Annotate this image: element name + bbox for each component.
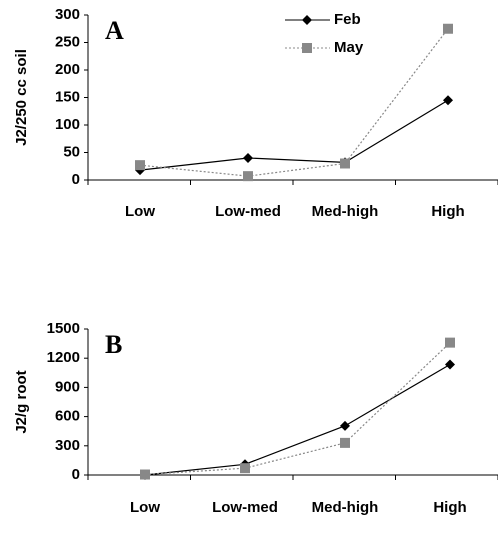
y-tick-label: 50 <box>63 143 80 160</box>
y-tick-label: 900 <box>55 378 80 395</box>
x-tick-label: Med-high <box>312 499 379 516</box>
y-tick-label: 600 <box>55 408 80 425</box>
y-tick-label: 300 <box>55 6 80 23</box>
series-line <box>139 99 449 171</box>
marker <box>140 469 150 480</box>
x-tick-label: Low <box>125 203 155 220</box>
marker <box>443 23 453 34</box>
legend-label: May <box>334 39 364 56</box>
y-tick-label: 150 <box>55 88 80 105</box>
marker <box>243 171 253 182</box>
x-tick-label: High <box>431 203 464 220</box>
marker <box>443 95 453 106</box>
legend-label: Feb <box>334 11 361 28</box>
y-tick-label: 250 <box>55 33 80 50</box>
marker <box>135 160 145 171</box>
series-line <box>144 364 451 476</box>
panel-label: A <box>105 16 124 45</box>
y-tick-label: 300 <box>55 437 80 454</box>
x-tick-label: High <box>433 499 466 516</box>
y-tick-label: 200 <box>55 61 80 78</box>
x-tick-label: Med-high <box>312 203 379 220</box>
x-tick-label: Low-med <box>212 499 278 516</box>
series-line <box>144 342 451 476</box>
x-tick-label: Low <box>130 499 160 516</box>
series-line <box>139 28 449 177</box>
marker <box>340 437 350 448</box>
marker <box>302 15 312 25</box>
x-tick-label: Low-med <box>215 203 281 220</box>
marker <box>340 420 350 431</box>
y-axis-label: J2/g root <box>13 370 30 433</box>
y-tick-label: 1200 <box>47 349 80 366</box>
marker <box>445 337 455 348</box>
y-tick-label: 0 <box>72 171 80 188</box>
marker <box>302 43 312 53</box>
marker <box>340 158 350 169</box>
marker <box>445 359 455 370</box>
y-axis-label: J2/250 cc soil <box>13 49 30 146</box>
y-tick-label: 0 <box>72 466 80 483</box>
y-tick-label: 1500 <box>47 320 80 337</box>
y-tick-label: 100 <box>55 116 80 133</box>
panel-label: B <box>105 330 122 359</box>
marker <box>243 153 253 163</box>
marker <box>240 463 250 474</box>
